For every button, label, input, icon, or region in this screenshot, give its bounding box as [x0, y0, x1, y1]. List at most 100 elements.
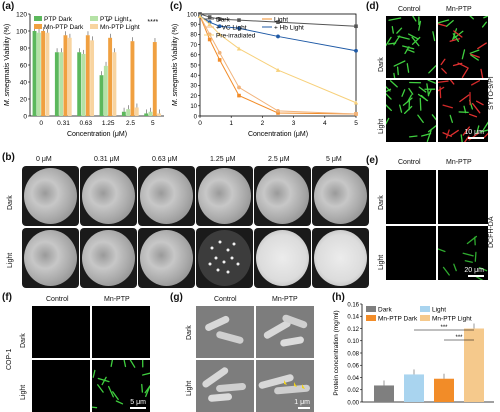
bacterium — [475, 276, 484, 280]
bacterium — [421, 132, 432, 137]
y-tick-label: 0.04 — [347, 376, 359, 382]
bacterium — [393, 60, 406, 67]
bacterium — [112, 391, 119, 401]
legend-label: Dark — [216, 16, 230, 23]
micrograph-light-control — [32, 360, 90, 412]
bacteria-rods — [386, 80, 436, 142]
bacterium — [97, 384, 104, 393]
dish-agar — [82, 168, 135, 224]
y-tick-label: 80 — [20, 46, 28, 53]
bacterium — [432, 31, 436, 42]
legend-label: Dark — [378, 307, 392, 314]
bacterium — [478, 266, 488, 272]
bacterium — [471, 80, 481, 86]
legend-label: PTP Dark — [44, 16, 73, 23]
colony — [230, 256, 234, 260]
colony — [222, 260, 226, 264]
x-tick-label: 1 — [229, 120, 233, 127]
bacterium — [438, 23, 448, 27]
bacterium — [396, 66, 399, 76]
bacterium — [462, 252, 474, 257]
dish-agar — [24, 168, 77, 224]
bacterium — [129, 360, 136, 368]
data-point — [207, 32, 212, 37]
sem-rods — [205, 315, 244, 344]
colony — [210, 246, 214, 250]
row-label-dark: Dark — [186, 325, 193, 340]
data-point — [217, 17, 222, 21]
significance-mark: * — [129, 19, 132, 26]
sem-light-mn-ptp: 1 μm — [256, 360, 314, 412]
bacterium — [404, 46, 410, 55]
bacterium — [408, 135, 418, 138]
significance-mark: * — [107, 19, 110, 26]
bar — [99, 75, 104, 116]
bar — [130, 41, 135, 117]
bacterium — [386, 36, 392, 47]
y-tick-label: 40 — [190, 74, 197, 80]
bacterium — [420, 94, 428, 102]
series-line — [199, 15, 357, 115]
panel-label-f: (f) — [2, 292, 12, 303]
y-tick-label: 70 — [190, 43, 197, 49]
bacterium — [461, 49, 466, 60]
y-tick-label: 80 — [190, 33, 197, 39]
petri-dish — [196, 228, 253, 288]
bacterium — [479, 129, 488, 133]
dish-agar — [140, 230, 193, 286]
bar — [112, 52, 117, 116]
micrograph-light-mn-ptp: 10 μm — [438, 80, 488, 142]
bacterium — [393, 35, 401, 46]
series-line — [199, 15, 357, 115]
bacterium — [92, 406, 98, 409]
row-label-light: Light — [186, 380, 193, 396]
chart-c: 0 10 20 30 40 50 60 70 80 90 100 0 1 2 3 4 5 Dark Light + V… — [172, 12, 359, 138]
legend-label: PTP Light — [100, 16, 129, 23]
y-tick-label: 120 — [16, 12, 27, 19]
bacterium — [470, 53, 480, 58]
bacterium — [477, 42, 487, 50]
bacterium — [476, 125, 480, 134]
dish-agar — [314, 168, 367, 224]
dish-agar — [198, 168, 251, 224]
petri-dish — [22, 228, 79, 288]
col-label-mn-ptp: Mn-PTP — [272, 296, 298, 303]
bacterium — [97, 377, 110, 383]
bacterium — [470, 54, 479, 61]
y-tick-label: 0.16 — [347, 302, 359, 308]
bacterium — [440, 58, 446, 66]
panel-label-c: (c) — [170, 1, 183, 12]
significance-mark: *** — [455, 335, 463, 341]
legend-label: Mn-PTP Light — [432, 316, 472, 323]
legend-label: Mn-PTP Dark — [44, 24, 84, 31]
row-label-dark: Dark — [20, 333, 27, 348]
bar — [126, 109, 131, 116]
x-tick-label: 5 — [354, 120, 358, 127]
bacterium — [431, 114, 436, 121]
bacterium — [389, 80, 398, 88]
bacterium — [474, 251, 477, 262]
micrograph-light-control — [386, 80, 436, 142]
colony — [232, 242, 236, 246]
y-axis-label-italic: M. smegmatis — [172, 62, 179, 106]
micrograph-light-mn-ptp: 20 μm — [438, 226, 488, 280]
bacterium — [468, 113, 478, 118]
bacteria-rods — [92, 360, 150, 409]
dish-agar — [256, 168, 309, 224]
y-tick-label: 60 — [20, 63, 28, 70]
petri-dish — [138, 166, 195, 226]
petri-dish — [254, 166, 311, 226]
significance-mark: *** — [440, 325, 448, 331]
x-tick-label: 0 — [39, 120, 43, 127]
bacterium — [386, 93, 392, 100]
data-point — [276, 34, 280, 39]
data-point — [207, 15, 212, 19]
legend-swatch — [34, 16, 42, 21]
bacterium — [427, 88, 432, 96]
y-tick-label: 0.08 — [347, 351, 359, 357]
petri-dish — [196, 166, 253, 226]
bacterium — [428, 65, 436, 74]
data-point — [217, 50, 222, 55]
bar — [85, 35, 90, 116]
